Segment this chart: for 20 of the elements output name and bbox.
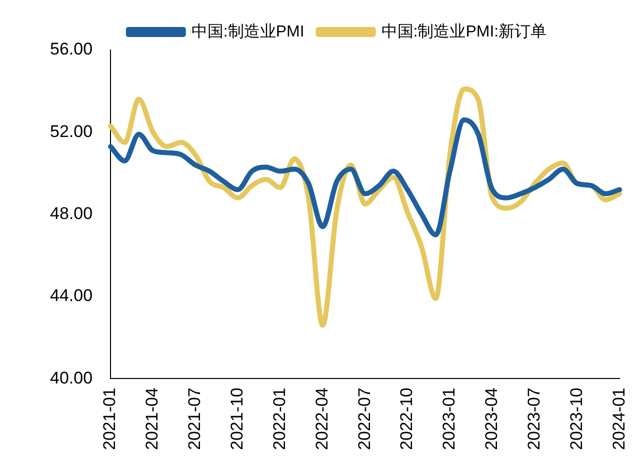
y-tick-label: 52.00 xyxy=(50,122,93,141)
x-tick-label: 2022-10 xyxy=(397,388,416,450)
x-tick-label: 2024-01 xyxy=(609,388,628,450)
x-tick-label: 2023-01 xyxy=(440,388,459,450)
legend-label: 中国:制造业PMI xyxy=(191,22,304,40)
y-tick-label: 56.00 xyxy=(50,40,93,59)
x-tick-label: 2023-10 xyxy=(566,388,586,450)
x-tick-label: 2023-04 xyxy=(482,388,502,450)
x-tick-label: 2022-01 xyxy=(270,388,289,450)
x-tick-label: 2021-07 xyxy=(185,388,204,450)
x-tick-label: 2021-04 xyxy=(142,388,162,450)
y-tick-label: 48.00 xyxy=(50,204,93,223)
y-tick-label: 44.00 xyxy=(50,286,93,306)
x-tick-label: 2021-01 xyxy=(100,388,120,450)
legend-label: 中国:制造业PMI:新订单 xyxy=(381,22,547,40)
x-tick-label: 2022-04 xyxy=(312,388,332,450)
y-tick-label: 40.00 xyxy=(50,368,93,388)
x-tick-label: 2022-07 xyxy=(354,388,374,450)
x-tick-label: 2021-10 xyxy=(227,388,246,450)
x-tick-label: 2023-07 xyxy=(524,388,544,450)
